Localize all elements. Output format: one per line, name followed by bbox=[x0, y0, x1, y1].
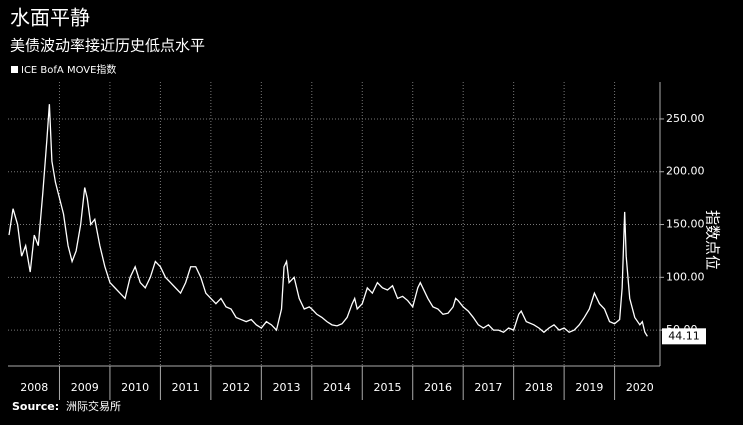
x-tick-label: 2015 bbox=[373, 381, 401, 394]
x-tick-label: 2017 bbox=[474, 381, 502, 394]
x-tick-label: 2013 bbox=[273, 381, 301, 394]
x-tick-label: 2011 bbox=[172, 381, 200, 394]
x-tick-label: 2020 bbox=[626, 381, 654, 394]
last-value-label: 44.11 bbox=[668, 329, 700, 342]
y-tick-label: 100.00 bbox=[666, 270, 705, 283]
source-label: Source: bbox=[12, 400, 59, 413]
legend-swatch bbox=[11, 66, 18, 73]
x-tick-label: 2016 bbox=[424, 381, 452, 394]
chart-title: 水面平静 bbox=[10, 6, 90, 30]
x-tick-label: 2014 bbox=[323, 381, 351, 394]
legend-label: ICE BofA MOVE指数 bbox=[21, 63, 116, 76]
x-tick-label: 2012 bbox=[222, 381, 250, 394]
x-tick-label: 2008 bbox=[20, 381, 48, 394]
y-axis-title: 指数点位 bbox=[704, 210, 722, 270]
x-tick-label: 2018 bbox=[525, 381, 553, 394]
x-tick-label: 2009 bbox=[71, 381, 99, 394]
chart-subtitle: 美债波动率接近历史低点水平 bbox=[10, 37, 205, 55]
y-tick-label: 200.00 bbox=[666, 165, 705, 178]
x-tick-label: 2010 bbox=[121, 381, 149, 394]
y-tick-label: 250.00 bbox=[666, 112, 705, 125]
y-tick-label: 150.00 bbox=[666, 218, 705, 231]
data-line bbox=[8, 104, 648, 337]
source: 洲际交易所 bbox=[66, 399, 121, 413]
x-tick-label: 2019 bbox=[575, 381, 603, 394]
last-value-box bbox=[662, 328, 706, 345]
